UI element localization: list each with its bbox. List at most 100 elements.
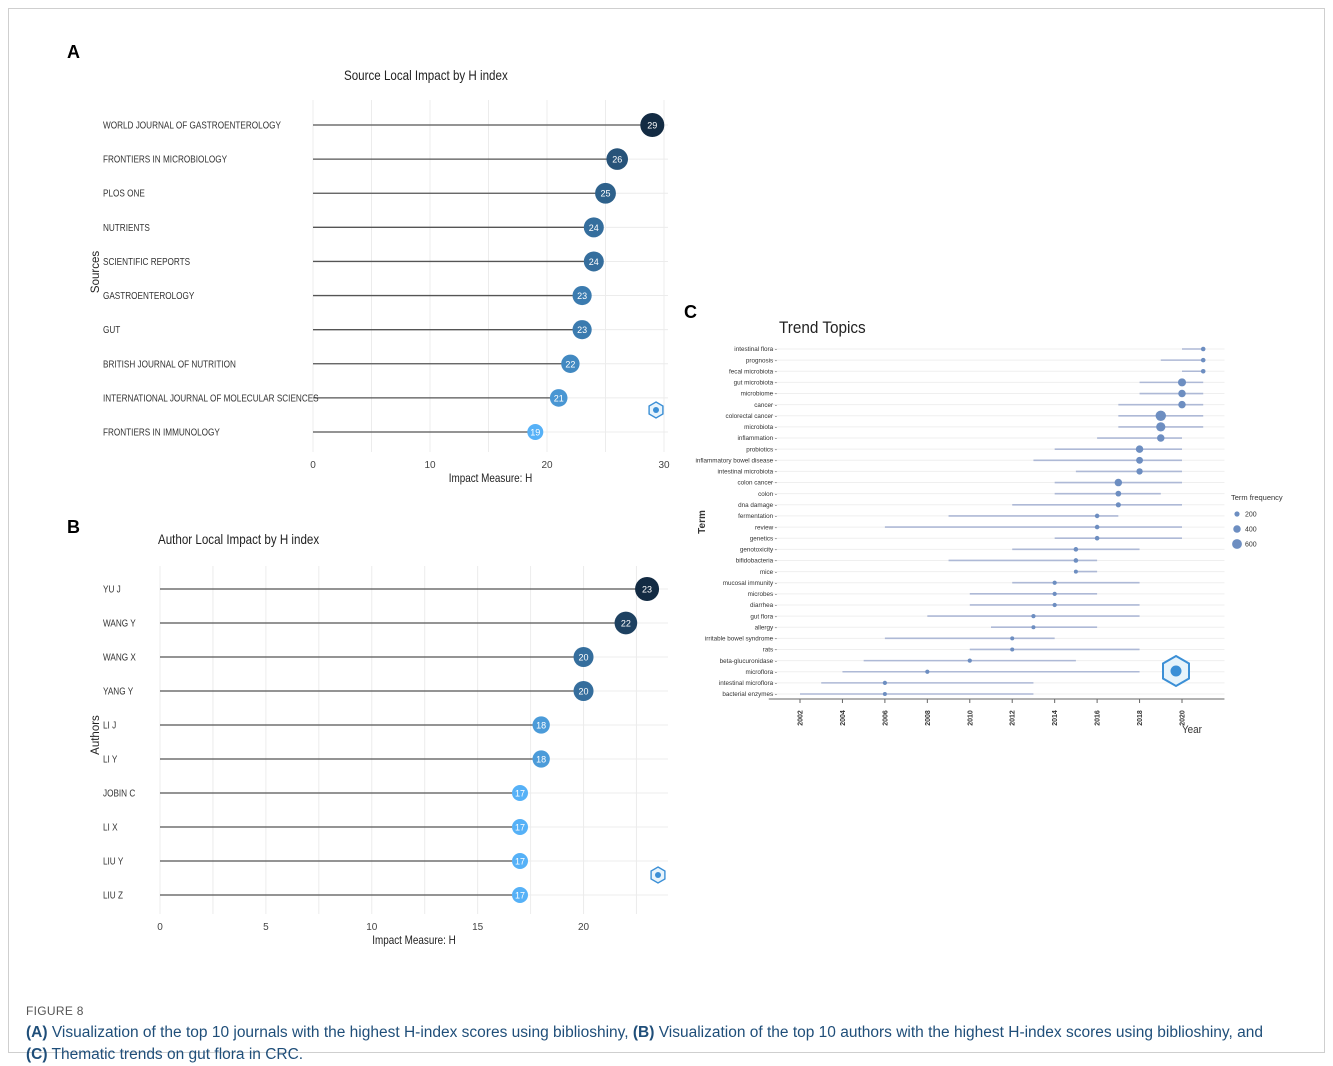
caption-tag-b: (B) bbox=[632, 1024, 655, 1041]
panel-c-point bbox=[1073, 558, 1079, 563]
caption-text-b: Visualization of the top 10 authors with… bbox=[654, 1024, 1263, 1041]
panel-a-value-label: 24 bbox=[589, 223, 599, 233]
panel-a-category-label: INTERNATIONAL JOURNAL OF MOLECULAR SCIEN… bbox=[103, 393, 319, 404]
panel-a-point bbox=[549, 389, 568, 407]
panel-b-category-label: WANG X bbox=[103, 652, 136, 663]
caption-text-a: Visualization of the top 10 journals wit… bbox=[47, 1024, 633, 1041]
figure-frame bbox=[8, 8, 1325, 1053]
panel-c-point bbox=[1155, 410, 1166, 421]
panel-c-title: Trend Topics bbox=[779, 318, 866, 337]
panel-c-point bbox=[1052, 602, 1057, 608]
figure-label: FIGURE 8 bbox=[26, 1004, 84, 1018]
panel-c-point bbox=[1178, 389, 1186, 398]
panel-c-point bbox=[882, 692, 887, 696]
panel-c-tick-label: 2004 bbox=[840, 710, 847, 726]
panel-c-point bbox=[1073, 547, 1079, 552]
panel-c-term-label: microbes - bbox=[748, 591, 777, 598]
panel-c-term-label: diarrhea - bbox=[750, 602, 777, 609]
panel-c-term-label: probiotics - bbox=[746, 446, 777, 453]
panel-c-point bbox=[1157, 434, 1165, 442]
panel-c-term-label: colorectal cancer - bbox=[726, 413, 777, 420]
panel-a-point bbox=[583, 217, 604, 238]
panel-c-term-label: colon cancer - bbox=[737, 480, 777, 487]
panel-a-value-label: 21 bbox=[554, 393, 564, 403]
panel-c-term-label: inflammation - bbox=[737, 435, 777, 442]
panel-c-tick-label: 2002 bbox=[798, 710, 805, 726]
panel-c-y-axis-label: Term bbox=[697, 510, 708, 534]
panel-c-legend-label: 400 bbox=[1245, 527, 1257, 534]
panel-c-point bbox=[1115, 502, 1121, 508]
panel-b-tick-label: 0 bbox=[157, 922, 163, 933]
panel-c-point bbox=[1200, 346, 1206, 352]
panel-b-point bbox=[512, 819, 528, 835]
panel-b-logo-icon-dot bbox=[655, 872, 661, 878]
panel-c-tick-label: 2008 bbox=[925, 710, 932, 726]
panel-a-value-label: 22 bbox=[565, 359, 575, 369]
panel-c-term-label: gut flora - bbox=[750, 613, 777, 620]
panel-c-legend-title: Term frequency bbox=[1231, 493, 1283, 502]
panel-b-value-label: 17 bbox=[515, 857, 525, 867]
panel-c-point bbox=[1031, 613, 1036, 619]
panel-c-point bbox=[1073, 569, 1078, 574]
panel-c-point bbox=[1178, 400, 1186, 409]
panel-a-logo-icon-dot bbox=[653, 407, 659, 413]
panel-c-point bbox=[1094, 535, 1100, 541]
panel-b-point bbox=[532, 750, 550, 768]
panel-c-term-label: prognosis - bbox=[746, 357, 777, 364]
panel-b-category-label: YU J bbox=[103, 584, 121, 595]
panel-c-term-label: irritable bowel syndrome - bbox=[705, 636, 777, 643]
panel-c-legend-swatch bbox=[1234, 511, 1240, 517]
panel-b-value-label: 23 bbox=[642, 585, 652, 595]
panel-c-legend-swatch bbox=[1233, 525, 1241, 533]
panel-c-point bbox=[1031, 625, 1036, 630]
panel-b-point bbox=[614, 611, 638, 635]
panel-c-point bbox=[882, 680, 888, 685]
panel-c-point bbox=[1010, 647, 1015, 652]
panel-c-term-label: fermentation - bbox=[738, 513, 777, 520]
panel-a-value-label: 26 bbox=[612, 155, 622, 165]
panel-a-panel-letter: A bbox=[67, 42, 80, 62]
panel-b-value-label: 22 bbox=[621, 619, 631, 629]
panel-b-category-label: JOBIN C bbox=[103, 788, 136, 799]
panel-a: A Source Local Impact by H index 29 WORLD J… bbox=[67, 42, 670, 485]
panel-c-term-label: dna damage - bbox=[738, 502, 777, 509]
panel-a-value-label: 25 bbox=[600, 189, 610, 199]
panel-b-value-label: 17 bbox=[515, 823, 525, 833]
panel-b-tick-label: 15 bbox=[472, 922, 484, 933]
panel-b-value-label: 20 bbox=[579, 653, 589, 663]
panel-b-value-label: 18 bbox=[536, 721, 546, 731]
panel-b-point bbox=[573, 647, 594, 667]
panel-c-point bbox=[1135, 445, 1144, 453]
panel-a-tick-label: 0 bbox=[310, 460, 316, 471]
figure-canvas: A Source Local Impact by H index 29 WORLD J… bbox=[67, 42, 1283, 947]
panel-b-point bbox=[512, 785, 528, 801]
panel-a-point bbox=[583, 251, 604, 272]
panel-b-category-label: LI Y bbox=[103, 754, 117, 765]
panel-b-value-label: 17 bbox=[515, 789, 525, 799]
panel-a-category-label: WORLD JOURNAL OF GASTROENTEROLOGY bbox=[103, 120, 281, 131]
panel-a-point bbox=[561, 354, 580, 373]
panel-c-legend-swatch bbox=[1232, 539, 1242, 549]
panel-b-tick-label: 20 bbox=[578, 922, 590, 933]
panel-c-term-label: intestinal microbiota - bbox=[718, 469, 778, 476]
panel-b-value-label: 20 bbox=[579, 687, 589, 697]
panel-b-panel-letter: B bbox=[67, 517, 80, 537]
panel-c-x-axis-label: Year bbox=[1182, 725, 1202, 737]
panel-b-category-label: LIU Z bbox=[103, 890, 123, 901]
panel-c-term-label: cancer - bbox=[754, 402, 777, 409]
panel-c-point bbox=[1177, 378, 1187, 387]
panel-a-value-label: 23 bbox=[577, 325, 587, 335]
panel-a-tick-label: 20 bbox=[541, 460, 553, 471]
panel-b-y-axis-label: Authors bbox=[90, 715, 102, 755]
panel-c-term-label: mice - bbox=[760, 569, 777, 576]
panel-b-category-label: LIU Y bbox=[103, 856, 123, 867]
caption-tag-a: (A) bbox=[26, 1024, 48, 1041]
panel-a-value-label: 23 bbox=[577, 291, 587, 301]
panel-c-tick-label: 2016 bbox=[1095, 710, 1102, 726]
panel-c-term-label: rats - bbox=[763, 647, 777, 654]
panel-c-term-label: bifidobacteria - bbox=[736, 558, 777, 565]
panel-b-point bbox=[512, 853, 528, 869]
panel-c-logo-icon-dot bbox=[1170, 665, 1182, 677]
panel-b-x-axis-label: Impact Measure: H bbox=[372, 934, 455, 947]
panel-a-tick-label: 10 bbox=[424, 460, 436, 471]
